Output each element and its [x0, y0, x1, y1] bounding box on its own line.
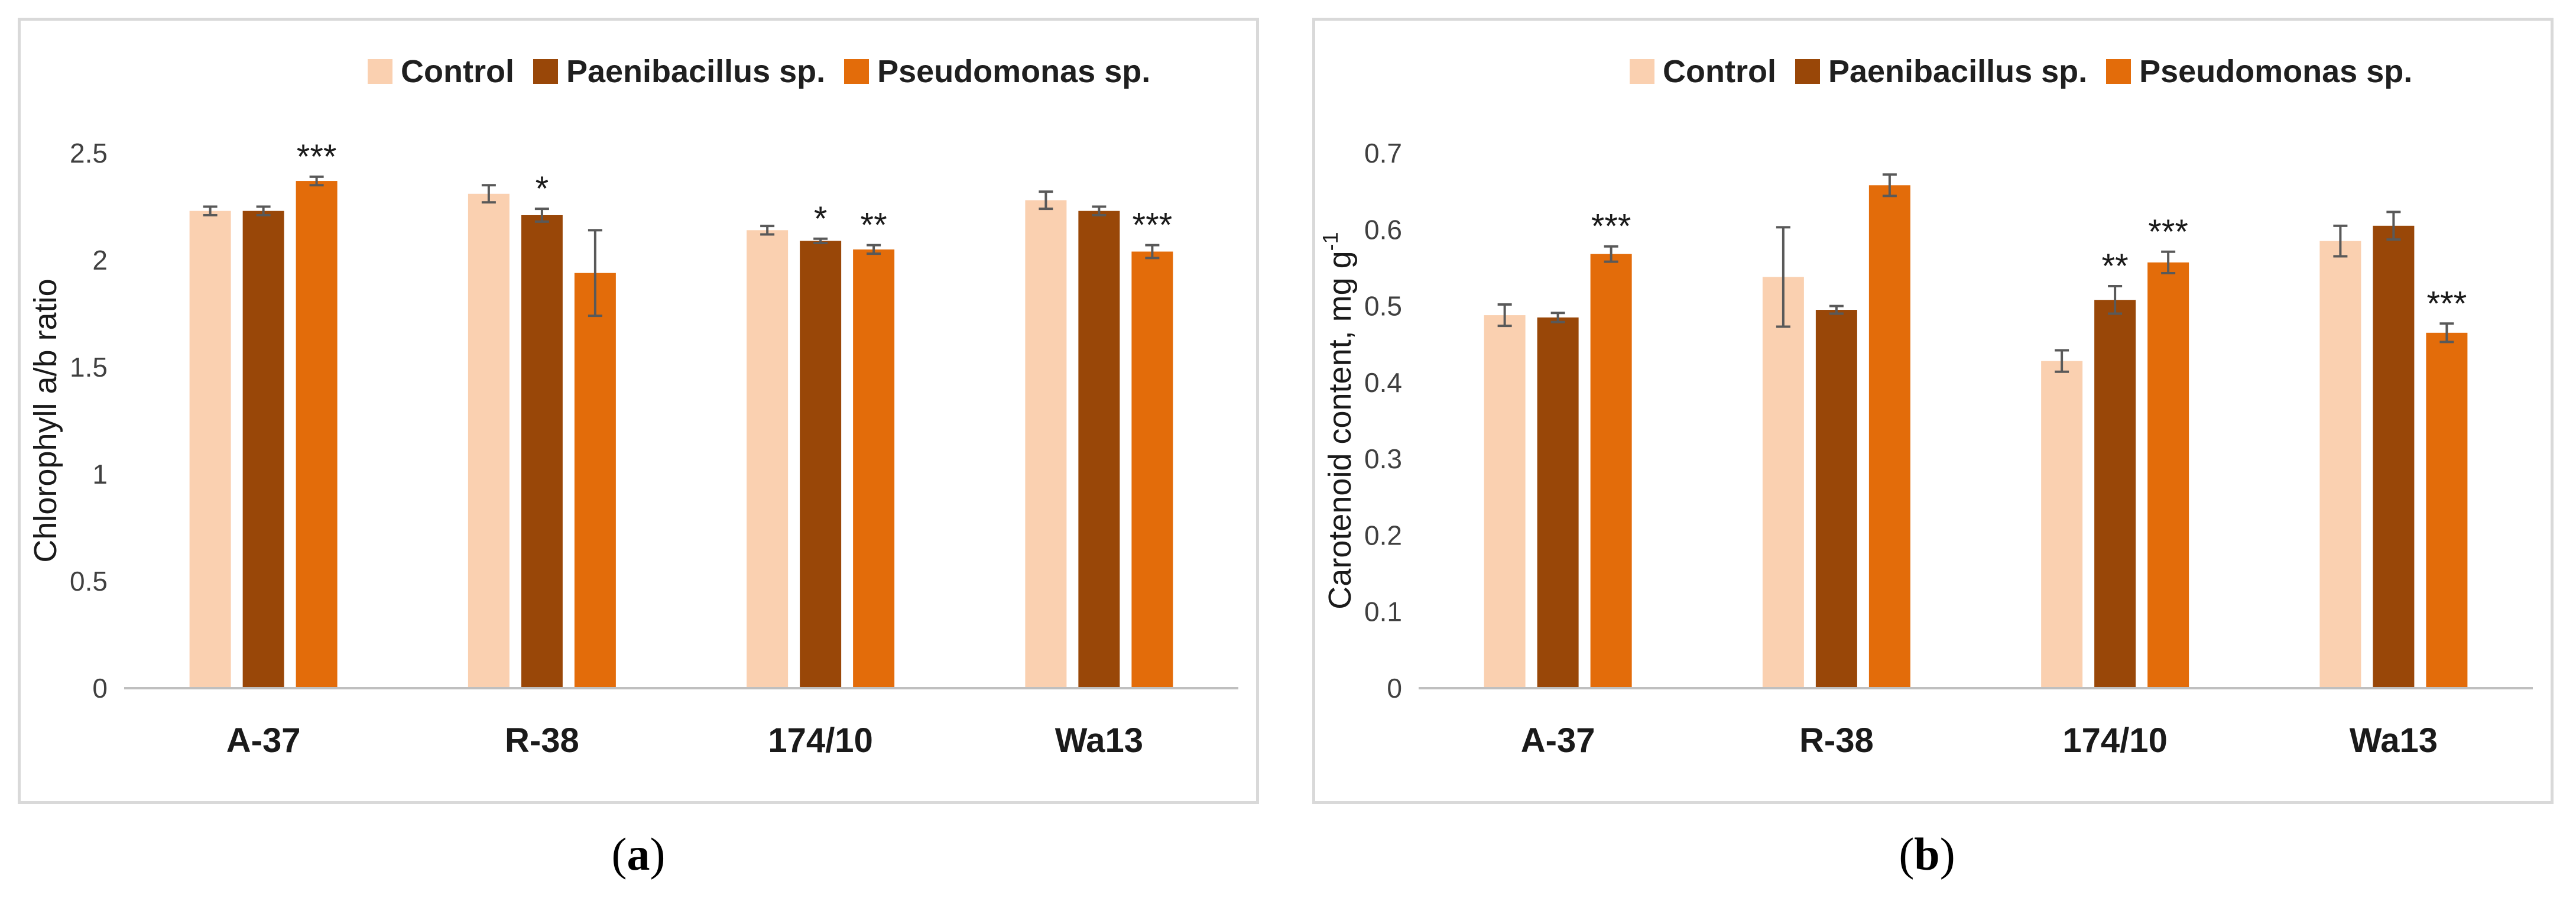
- y-tick-label: 2.5: [70, 138, 108, 169]
- significance-mark: **: [861, 206, 887, 245]
- x-tick-label-174-10: 174/10: [768, 721, 872, 760]
- y-tick-label: 0.7: [1364, 138, 1402, 169]
- legend-item-control: Control: [1630, 53, 1776, 90]
- y-tick-label: 0: [92, 673, 108, 704]
- legend-label-paenibacillus: Paenibacillus sp.: [566, 54, 826, 89]
- chart-panel-b: Control Paenibacillus sp. Pseudomonas sp…: [1312, 18, 2554, 804]
- bar-paenibacillus-wa13: [2373, 225, 2415, 689]
- legend-label-paenibacillus: Paenibacillus sp.: [1828, 54, 2088, 89]
- y-axis-label-text: Chlorophyll a/b ratio: [28, 278, 63, 562]
- bar-chart-carotenoid: 0 0.1 0.2 0.3 0.4 0.5 0.6 0.7 Carotenoid content…: [1318, 138, 2533, 760]
- legend-swatch-control: [368, 59, 392, 84]
- bar-pseudomonas-174-10: [2147, 262, 2189, 689]
- bar-pseudomonas-r-38: [574, 273, 616, 689]
- x-tick-label-r-38: R-38: [505, 721, 579, 760]
- bar-paenibacillus-174-10: [2094, 300, 2136, 688]
- significance-mark: ***: [2148, 213, 2188, 251]
- panel-caption-a: (a): [611, 828, 666, 880]
- y-tick-label: 1.5: [70, 352, 108, 383]
- x-tick-label-a-37: A-37: [1521, 721, 1595, 760]
- bar-pseudomonas-r-38: [1868, 185, 1910, 688]
- significance-mark: *: [814, 200, 828, 238]
- y-tick-label: 1: [92, 459, 108, 490]
- panel-caption-b: (b): [1899, 828, 1955, 880]
- bar-control-174-10: [2041, 361, 2083, 688]
- bar-control-wa13: [2319, 241, 2361, 688]
- y-axis-label-superscript: -1: [1318, 232, 1342, 251]
- bar-control-r-38: [1762, 277, 1804, 688]
- chart-panel-a: Control Paenibacillus sp. Pseudomonas sp…: [18, 18, 1259, 804]
- significance-mark: *: [536, 170, 549, 208]
- bar-control-174-10: [747, 230, 789, 688]
- significance-mark: ***: [1591, 208, 1631, 246]
- bar-paenibacillus-174-10: [800, 241, 842, 688]
- y-tick-label: 0.4: [1364, 367, 1402, 398]
- legend-swatch-paenibacillus: [533, 59, 558, 84]
- significance-mark: ***: [297, 138, 337, 176]
- y-tick-label: 0.3: [1364, 443, 1402, 474]
- bar-pseudomonas-174-10: [853, 249, 895, 688]
- legend-item-paenibacillus: Paenibacillus sp.: [1795, 53, 2087, 90]
- y-tick-label: 0.1: [1364, 597, 1402, 627]
- legend-label-pseudomonas: Pseudomonas sp.: [2139, 54, 2413, 89]
- y-tick-label: 0.5: [1364, 291, 1402, 322]
- legend-item-pseudomonas: Pseudomonas sp.: [844, 53, 1150, 90]
- significance-mark: **: [2102, 247, 2129, 286]
- y-axis-label: Chlorophyll a/b ratio: [28, 278, 63, 562]
- legend-item-control: Control: [368, 53, 514, 90]
- significance-mark: ***: [2427, 284, 2467, 323]
- x-tick-label-a-37: A-37: [226, 721, 301, 760]
- bar-control-a-37: [1484, 315, 1526, 688]
- significance-mark: ***: [1133, 206, 1173, 245]
- legend-swatch-paenibacillus: [1795, 59, 1820, 84]
- bar-control-wa13: [1025, 200, 1067, 688]
- legend-item-pseudomonas: Pseudomonas sp.: [2106, 53, 2412, 90]
- y-axis-label-text: Carotenoid content, mg g: [1322, 251, 1358, 609]
- bar-pseudomonas-a-37: [1590, 254, 1632, 689]
- bar-paenibacillus-a-37: [1537, 317, 1579, 688]
- bar-paenibacillus-a-37: [242, 210, 284, 688]
- bar-control-a-37: [189, 210, 231, 688]
- y-axis-label: Carotenoid content, mg g-1: [1318, 232, 1358, 609]
- legend-label-control: Control: [1663, 54, 1776, 89]
- legend-item-paenibacillus: Paenibacillus sp.: [533, 53, 825, 90]
- bar-paenibacillus-r-38: [1815, 310, 1857, 688]
- x-tick-label-wa13: Wa13: [1055, 721, 1143, 760]
- legend: Control Paenibacillus sp. Pseudomonas sp…: [349, 53, 1150, 90]
- bar-pseudomonas-a-37: [296, 181, 338, 688]
- bar-pseudomonas-wa13: [1131, 251, 1173, 688]
- x-tick-label-wa13: Wa13: [2350, 721, 2438, 760]
- legend-swatch-pseudomonas: [2106, 59, 2131, 84]
- bar-pseudomonas-wa13: [2426, 332, 2468, 688]
- y-tick-label: 0: [1387, 673, 1402, 704]
- y-tick-label: 2: [92, 245, 108, 276]
- x-tick-label-174-10: 174/10: [2062, 721, 2167, 760]
- legend-label-pseudomonas: Pseudomonas sp.: [877, 54, 1151, 89]
- y-tick-label: 0.5: [70, 566, 108, 597]
- bar-paenibacillus-wa13: [1078, 210, 1120, 688]
- legend-label-control: Control: [401, 54, 514, 89]
- bar-control-r-38: [468, 193, 510, 688]
- y-tick-label: 0.2: [1364, 520, 1402, 550]
- y-tick-label: 0.6: [1364, 214, 1402, 245]
- legend-swatch-pseudomonas: [844, 59, 870, 84]
- legend: Control Paenibacillus sp. Pseudomonas sp…: [1611, 53, 2412, 90]
- legend-swatch-control: [1630, 59, 1654, 84]
- x-tick-label-r-38: R-38: [1799, 721, 1874, 760]
- bar-paenibacillus-r-38: [521, 215, 563, 689]
